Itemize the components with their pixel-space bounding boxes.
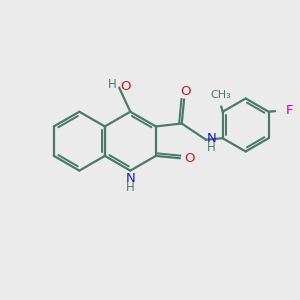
- Text: N: N: [206, 132, 216, 145]
- Text: H: H: [126, 181, 135, 194]
- Text: H: H: [207, 141, 216, 154]
- Text: CH₃: CH₃: [211, 90, 232, 100]
- Text: O: O: [184, 152, 195, 165]
- Text: N: N: [125, 172, 135, 185]
- Text: O: O: [180, 85, 191, 98]
- Text: F: F: [285, 104, 293, 117]
- Text: O: O: [120, 80, 130, 93]
- Text: H: H: [108, 77, 117, 91]
